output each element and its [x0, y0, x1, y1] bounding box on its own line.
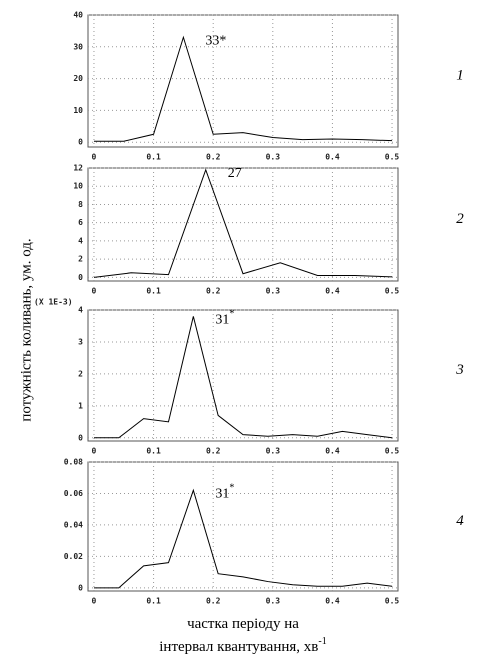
- x-axis-label: частка періоду на: [187, 616, 299, 632]
- x-tick-label: 0.4: [325, 447, 340, 456]
- y-tick-label: 0: [78, 583, 83, 592]
- y-tick-label: 0.04: [64, 520, 83, 529]
- x-tick-label: 0.1: [146, 153, 161, 162]
- x-tick-label: 0.2: [206, 287, 221, 296]
- x-tick-label: 0.5: [385, 447, 400, 456]
- y-tick-label: 12: [73, 164, 83, 173]
- x-tick-label: 0.5: [385, 287, 400, 296]
- x-tick-label: 0.4: [325, 153, 340, 162]
- panel-label: 3: [455, 362, 464, 378]
- y-tick-label: 30: [73, 42, 83, 51]
- x-tick-label: 0.1: [146, 597, 161, 606]
- annotation-text: 31: [215, 487, 229, 502]
- y-tick-label: 4: [78, 236, 83, 245]
- x-tick-label: 0.4: [325, 597, 340, 606]
- panel-label: 1: [456, 67, 464, 83]
- x-tick-label: 0: [92, 597, 97, 606]
- annotation-sup: *: [229, 483, 234, 494]
- annotation-sup: *: [229, 309, 234, 320]
- y-tick-label: 3: [78, 337, 83, 346]
- x-tick-label: 0.1: [146, 287, 161, 296]
- x-tick-label: 0.4: [325, 287, 340, 296]
- y-tick-label: 4: [78, 306, 83, 315]
- annotation: 27: [228, 166, 242, 181]
- plot-frame: [87, 14, 399, 148]
- data-line: [93, 316, 393, 439]
- annotation: 31*: [215, 309, 234, 328]
- y-tick-label: 0: [78, 138, 83, 147]
- plot-frame: [87, 461, 399, 592]
- data-line: [93, 35, 393, 142]
- panel-label: 4: [456, 513, 464, 529]
- annotation-text: 31: [215, 313, 229, 328]
- x-tick-label: 0.5: [385, 597, 400, 606]
- x-axis-label-sup: -1: [318, 636, 326, 647]
- annotation-text: 33*: [205, 33, 226, 48]
- x-tick-label: 0.3: [266, 287, 281, 296]
- y-tick-label: 1: [78, 401, 83, 410]
- x-axis-label-line: інтервал квантування, хв: [159, 639, 318, 655]
- y-tick-label: 0: [78, 273, 83, 282]
- y-tick-label: 0: [78, 433, 83, 442]
- data-line: [93, 488, 393, 589]
- panel-label: 2: [456, 211, 464, 227]
- y-tick-label: 2: [78, 255, 83, 264]
- data-line: [93, 168, 393, 278]
- y-axis-label: потужність коливань, ум. од.: [18, 238, 34, 421]
- y-tick-label: 20: [73, 74, 83, 83]
- annotation: 31*: [215, 483, 234, 502]
- x-tick-label: 0.3: [266, 447, 281, 456]
- x-axis-label: інтервал квантування, хв-1: [159, 636, 326, 655]
- y-tick-label: 0.06: [64, 489, 83, 498]
- y-tick-label: 10: [73, 182, 83, 191]
- y-tick-label: 10: [73, 106, 83, 115]
- y-tick-label: 40: [73, 11, 83, 20]
- x-tick-label: 0.5: [385, 153, 400, 162]
- y-tick-label: 0.02: [64, 552, 83, 561]
- x-tick-label: 0: [92, 153, 97, 162]
- x-tick-label: 0.2: [206, 447, 221, 456]
- x-tick-label: 0.1: [146, 447, 161, 456]
- plot-frame: [87, 309, 399, 442]
- x-tick-label: 0.3: [266, 153, 281, 162]
- plot-frame: [87, 167, 399, 282]
- y-tick-label: 8: [78, 200, 83, 209]
- x-tick-label: 0.3: [266, 597, 281, 606]
- x-tick-label: 0: [92, 287, 97, 296]
- y-tick-label: 0.08: [64, 458, 83, 467]
- x-tick-label: 0.2: [206, 597, 221, 606]
- scale-note: (X 1E-3): [34, 298, 73, 307]
- annotation-text: 27: [228, 166, 242, 181]
- x-tick-label: 0.2: [206, 153, 221, 162]
- y-tick-label: 2: [78, 369, 83, 378]
- annotation: 33*: [205, 33, 226, 48]
- y-tick-label: 6: [78, 218, 83, 227]
- x-tick-label: 0: [92, 447, 97, 456]
